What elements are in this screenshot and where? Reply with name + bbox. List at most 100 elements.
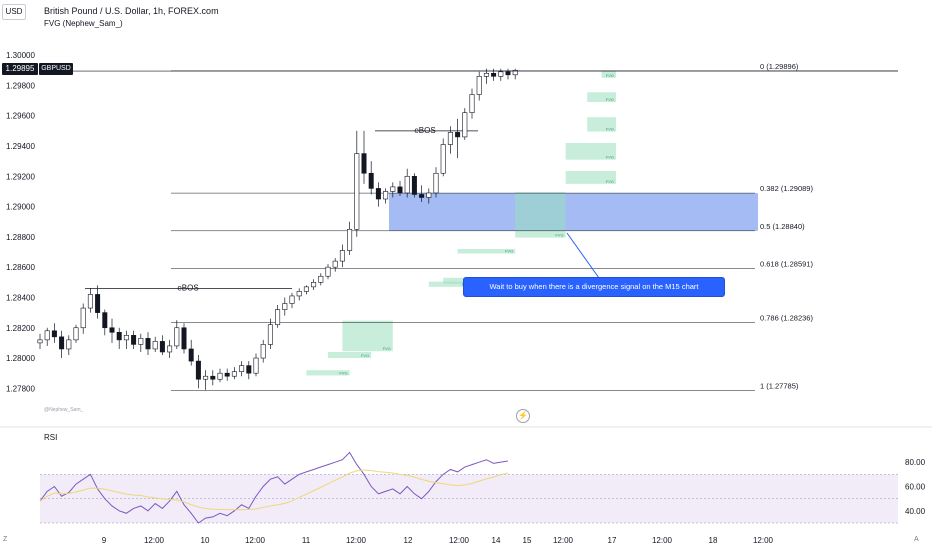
candle-body xyxy=(332,260,338,268)
candle-body xyxy=(87,294,93,309)
candle-body xyxy=(181,327,187,350)
fvg-zone xyxy=(328,351,372,359)
candle-body xyxy=(397,186,403,194)
price-axis: 1.30000 1.29800 1.29600 1.29400 1.29200 1.290… xyxy=(6,51,35,393)
time-tick-label: 12:00 xyxy=(144,536,165,545)
candle-body xyxy=(123,335,129,341)
fib-zone xyxy=(389,193,758,231)
fvg-label: FVG xyxy=(606,73,614,78)
price-tick-label: 1.29000 xyxy=(6,203,35,212)
candle-body xyxy=(491,72,497,77)
time-tick-label: 9 xyxy=(102,536,107,545)
candle-body xyxy=(246,365,252,374)
fib-label: 0.786 (1.28236) xyxy=(760,313,813,322)
fvg-zone xyxy=(342,320,393,352)
time-axis: 9 12:00 10 12:00 11 12:00 12 12:00 14 15 12:00 17 12… xyxy=(102,536,774,545)
candle-body xyxy=(224,372,230,377)
candle-body xyxy=(426,192,432,198)
candle-body xyxy=(282,303,288,310)
time-tick-label: 18 xyxy=(709,536,718,545)
candle-body xyxy=(95,294,101,313)
price-tick-label: 1.30000 xyxy=(6,51,35,60)
candle-body xyxy=(455,132,461,138)
candle-body xyxy=(368,172,374,189)
price-candles xyxy=(37,68,518,390)
candle-body xyxy=(483,72,489,77)
candle-body xyxy=(411,175,417,195)
candle-body xyxy=(174,327,180,347)
fib-label: 0 (1.29896) xyxy=(760,62,799,71)
candle-body xyxy=(239,365,245,372)
candle-body xyxy=(347,229,353,251)
fvg-zone xyxy=(587,117,616,132)
candle-body xyxy=(318,275,324,283)
fib-label: 0.382 (1.29089) xyxy=(760,184,813,193)
time-tick-label: 12:00 xyxy=(652,536,673,545)
candle-body xyxy=(339,250,345,262)
fvg-zone xyxy=(565,142,616,160)
lightning-icon[interactable]: ⚡ xyxy=(516,409,530,423)
price-tick-label: 1.28000 xyxy=(6,354,35,363)
callout-note[interactable]: Wait to buy when there is a divergence s… xyxy=(463,277,725,297)
currency-button[interactable]: USD xyxy=(2,4,26,20)
time-tick-label: 12:00 xyxy=(449,536,470,545)
candle-body xyxy=(37,339,43,344)
rsi-ma-line xyxy=(39,469,509,511)
candle-body xyxy=(390,186,396,192)
candle-body xyxy=(109,327,115,333)
fib-label: 0.618 (1.28591) xyxy=(760,260,813,269)
ebos-label-1: eBOS xyxy=(177,283,198,292)
fvg-label: FVG xyxy=(606,127,614,132)
candle-body xyxy=(275,309,281,326)
fvg-zone xyxy=(306,370,350,376)
price-tick-label: 1.29600 xyxy=(6,112,35,121)
candle-body xyxy=(267,324,273,345)
time-tick-label: 11 xyxy=(302,536,311,545)
price-tick-label: 1.27800 xyxy=(6,384,35,393)
fvg-zone xyxy=(457,248,516,254)
fvg-label: FVG xyxy=(383,346,391,351)
callout-pointer xyxy=(566,232,600,279)
current-price-tag: 1.29895 xyxy=(2,63,38,75)
candle-body xyxy=(159,341,165,353)
fvg-label: FVG xyxy=(606,179,614,184)
candle-body xyxy=(462,112,468,138)
indicator-legend[interactable]: FVG (Nephew_Sam_) xyxy=(44,19,123,28)
candle-body xyxy=(145,338,151,350)
candle-body xyxy=(383,191,389,200)
candle-body xyxy=(440,144,446,174)
candle-body xyxy=(354,153,360,230)
candle-body xyxy=(505,71,511,76)
rsi-panel-plot: 80.00 60.00 40.00 xyxy=(0,426,932,524)
time-tick-label: 12:00 xyxy=(753,536,774,545)
price-tick-label: 1.28600 xyxy=(6,263,35,272)
price-tick-label: 1.28400 xyxy=(6,293,35,302)
candle-body xyxy=(325,266,331,277)
time-tick-label: 12:00 xyxy=(553,536,574,545)
rsi-tick-label: 60.00 xyxy=(905,483,926,492)
time-tick-label: 14 xyxy=(492,536,501,545)
fvg-label: FVG xyxy=(606,97,614,102)
candle-body xyxy=(73,327,79,341)
fvg-zone xyxy=(601,71,616,78)
rsi-tick-label: 40.00 xyxy=(905,507,926,516)
rsi-tick-label: 80.00 xyxy=(905,458,926,467)
candle-body xyxy=(217,372,223,380)
time-tick-label: 12:00 xyxy=(245,536,266,545)
corner-right-label[interactable]: A xyxy=(914,536,919,543)
candle-body xyxy=(447,132,453,145)
symbol-tag: GBPUSD xyxy=(39,63,73,75)
corner-left-label[interactable]: Z xyxy=(3,536,8,543)
fvg-label: FVG xyxy=(505,249,513,254)
candle-body xyxy=(188,348,194,362)
candle-body xyxy=(51,330,57,338)
candle-body xyxy=(303,286,309,292)
price-tick-label: 1.29200 xyxy=(6,172,35,181)
time-tick-label: 15 xyxy=(523,536,532,545)
fvg-zone xyxy=(515,192,566,238)
candle-body xyxy=(253,357,259,374)
candle-body xyxy=(260,344,266,359)
price-tick-label: 1.28200 xyxy=(6,324,35,333)
candle-body xyxy=(116,331,122,341)
